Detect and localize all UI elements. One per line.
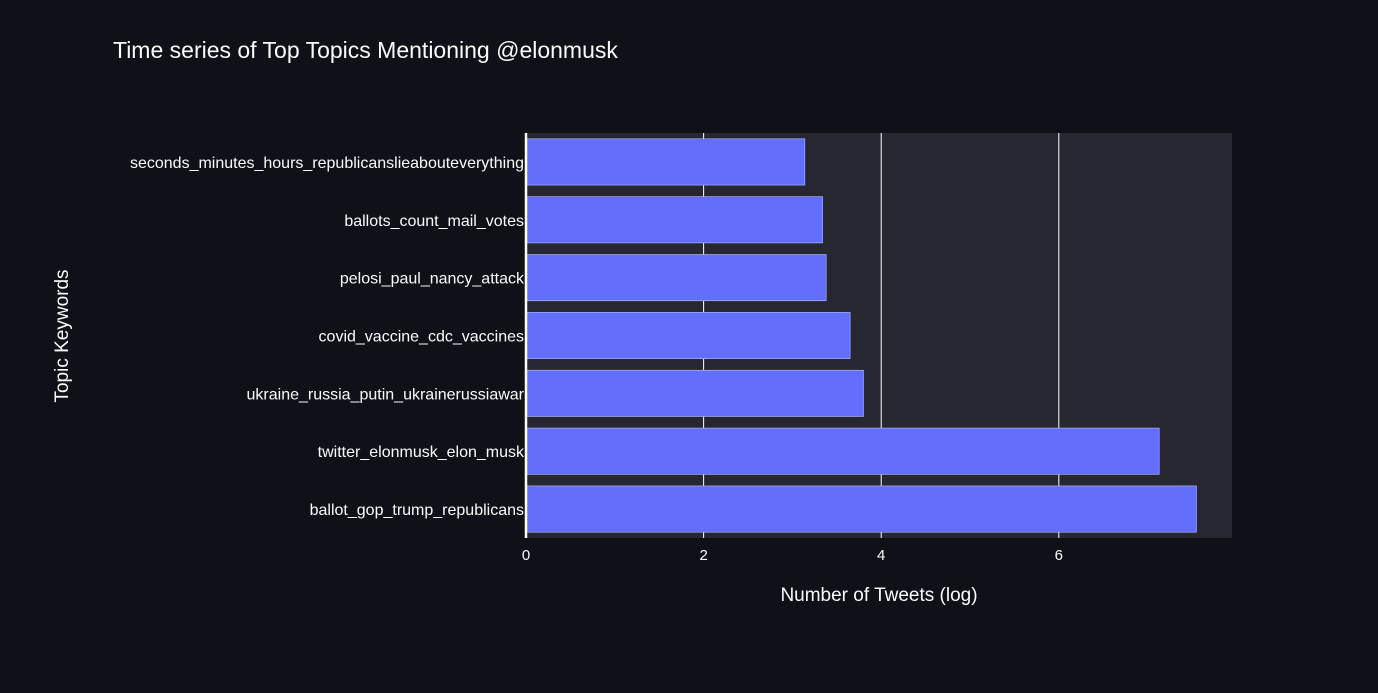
x-tick-label-2: 4	[877, 547, 885, 564]
y-tick-label-5: twitter_elonmusk_elon_musk	[318, 444, 525, 461]
y-tick-label-6: ballot_gop_trump_republicans	[310, 502, 524, 519]
bar-5	[525, 427, 1160, 475]
x-tick-label-1: 2	[699, 547, 707, 564]
x-tick-labels: 0 2 4 6	[522, 547, 1063, 564]
bar-6	[525, 485, 1197, 533]
y-tick-labels: seconds_minutes_hours_republicanslieabou…	[130, 155, 525, 519]
y-tick-label-1: ballots_count_mail_votes	[344, 213, 524, 230]
bars	[524, 133, 1197, 538]
x-axis-title: Number of Tweets (log)	[780, 585, 977, 606]
y-tick-label-2: pelosi_paul_nancy_attack	[340, 271, 525, 288]
y-tick-label-0: seconds_minutes_hours_republicanslieabou…	[130, 155, 524, 172]
y-tick-label-3: covid_vaccine_cdc_vaccines	[319, 329, 524, 346]
x-tick-label-3: 6	[1055, 547, 1063, 564]
bar-4	[525, 369, 864, 417]
bar-3	[525, 312, 851, 359]
x-tick-label-0: 0	[522, 547, 530, 564]
bar-2	[525, 254, 827, 302]
y-tick-label-4: ukraine_russia_putin_ukrainerussiawar	[247, 386, 525, 403]
chart-title: Time series of Top Topics Mentioning @el…	[113, 37, 618, 63]
y-axis-title: Topic Keywords	[52, 269, 73, 402]
bar-1	[525, 196, 823, 244]
bar-0	[525, 138, 806, 186]
